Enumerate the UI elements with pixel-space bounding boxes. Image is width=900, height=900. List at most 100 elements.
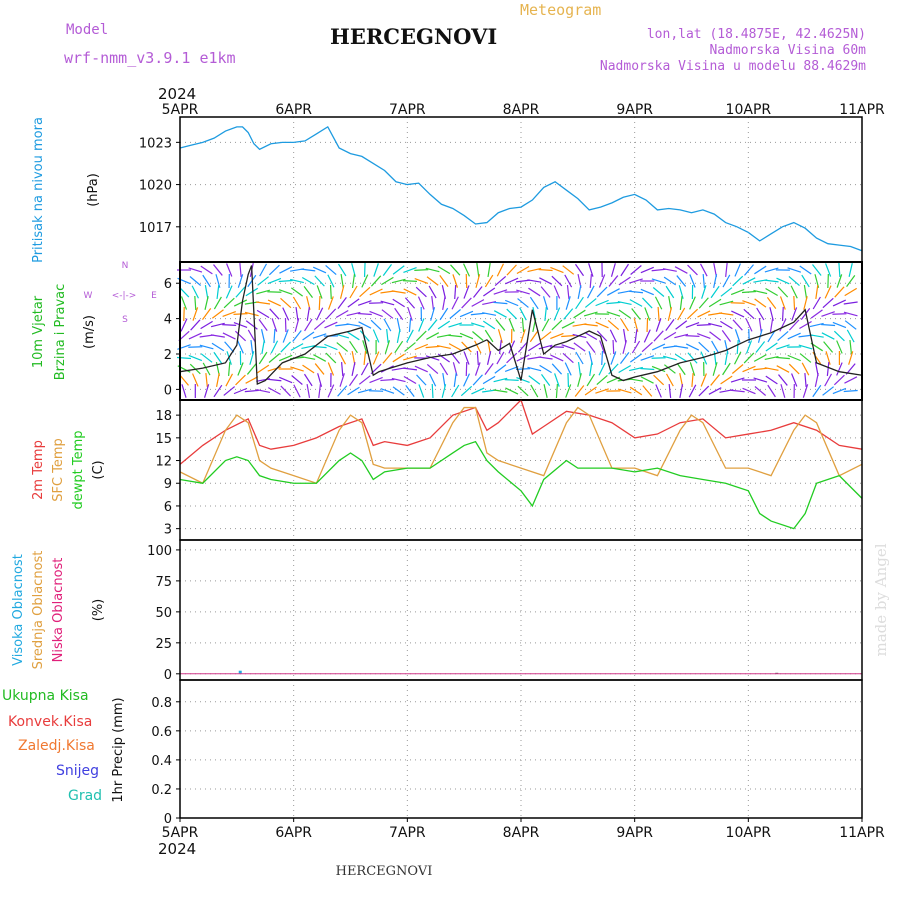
temp-unit: (C) bbox=[91, 460, 106, 479]
wind-arrow bbox=[213, 351, 223, 365]
wind-arrow bbox=[596, 330, 608, 342]
wind-arrow bbox=[493, 289, 508, 295]
wind-arrow bbox=[247, 329, 256, 343]
wind-arrow bbox=[642, 385, 653, 397]
wind-arrow bbox=[657, 306, 660, 322]
series-line bbox=[179, 398, 863, 465]
wind-arrow bbox=[194, 295, 197, 311]
wind-arrow bbox=[369, 376, 383, 384]
wind-arrow bbox=[453, 372, 457, 388]
wind-arrow bbox=[544, 306, 547, 322]
legend-snijeg: Snijeg bbox=[56, 763, 99, 779]
wind-arrow bbox=[712, 362, 718, 376]
wind-arrow bbox=[293, 384, 301, 398]
wind-arrow bbox=[708, 387, 722, 395]
model-label: Model bbox=[66, 22, 108, 38]
y-tick-label: 0 bbox=[164, 668, 172, 683]
wind-arrow bbox=[584, 298, 597, 308]
wind-arrow bbox=[654, 296, 663, 310]
wind-arrow bbox=[814, 373, 819, 387]
wind-arrow bbox=[303, 286, 313, 298]
wind-arrow bbox=[849, 339, 853, 355]
wind-arrow bbox=[408, 317, 412, 333]
wind-arrow bbox=[753, 289, 768, 295]
wind-arrow bbox=[428, 285, 437, 299]
wind-arrow bbox=[530, 384, 539, 398]
y-tick-label: 12 bbox=[155, 455, 172, 470]
compass-n: N bbox=[122, 261, 129, 271]
wind-arrow bbox=[836, 274, 843, 288]
wind-arrow bbox=[246, 363, 257, 375]
wind-arrow bbox=[505, 387, 519, 395]
series-line bbox=[179, 125, 863, 252]
wind-arrow bbox=[838, 262, 841, 278]
wind-arrow bbox=[696, 324, 711, 326]
wind-arrow bbox=[261, 340, 265, 354]
model-name: wrf-nmm_v3.9.1 e1km bbox=[64, 49, 236, 67]
wind-arrow bbox=[720, 287, 733, 297]
wind-arrow bbox=[788, 319, 800, 331]
wind-arrow bbox=[745, 340, 753, 354]
wind-arrow bbox=[574, 263, 585, 277]
top-date-tick: 7APR bbox=[389, 102, 426, 118]
wind-arrow bbox=[698, 385, 710, 397]
wind-arrow bbox=[204, 296, 209, 310]
lonlat-label: lon,lat (18.4875E, 42.4625N) bbox=[647, 27, 866, 42]
y-tick-label: 18 bbox=[155, 409, 172, 424]
wind-arrow bbox=[711, 340, 720, 354]
wind-arrow bbox=[237, 362, 244, 376]
wind-arrow bbox=[540, 286, 551, 298]
legend-ukupna: Ukupna Kisa bbox=[2, 688, 89, 704]
bottom-date-ticks: 5APR 6APR 7APR 8APR 9APR 10APR 11APR bbox=[162, 818, 885, 841]
y-tick-label: 1020 bbox=[139, 179, 172, 194]
y-tick-label: 3 bbox=[164, 523, 172, 538]
wind-arrow bbox=[202, 274, 211, 288]
wind-arrow bbox=[528, 287, 541, 297]
wind-arrow bbox=[606, 301, 621, 305]
wind-arrow bbox=[290, 278, 304, 284]
wind-arrow bbox=[754, 386, 767, 396]
wind-arrow bbox=[776, 344, 790, 350]
wind-arrow bbox=[699, 263, 708, 277]
series-line bbox=[179, 406, 863, 485]
compass-s: S bbox=[122, 315, 128, 325]
y-tick-label: 0.2 bbox=[151, 783, 172, 798]
wind-arrow bbox=[730, 288, 745, 296]
wind-arrow bbox=[402, 280, 418, 282]
top-date-tick: 11APR bbox=[839, 102, 885, 118]
wind-arrow bbox=[280, 341, 291, 353]
wind-arrow bbox=[486, 351, 492, 365]
bottom-date-tick: 11APR bbox=[839, 825, 885, 841]
wind-arrow bbox=[588, 263, 594, 277]
wind-arrow bbox=[301, 268, 316, 272]
wind-arrow bbox=[278, 289, 293, 295]
wind-label-2: Brzina i Pravac bbox=[53, 284, 68, 381]
wind-arrow bbox=[767, 384, 776, 398]
wind-arrow bbox=[529, 329, 539, 343]
wind-arrow bbox=[607, 319, 620, 331]
series-line bbox=[179, 265, 863, 386]
wind-arrow bbox=[462, 263, 471, 277]
wind-arrow bbox=[482, 312, 497, 316]
wind-arrow bbox=[640, 376, 654, 384]
wind-arrow bbox=[836, 362, 843, 376]
wind-arrow bbox=[292, 330, 302, 342]
wind-arrow bbox=[382, 263, 392, 277]
wind-arrow bbox=[843, 389, 858, 393]
compass-rose: N W <-|-> E S bbox=[84, 261, 158, 325]
wind-arrow bbox=[640, 367, 655, 371]
wind-arrow bbox=[519, 307, 527, 321]
top-year-label: 2024 bbox=[158, 85, 196, 103]
wind-arrow bbox=[577, 285, 582, 299]
wind-arrow bbox=[504, 299, 519, 307]
bottom-date-tick: 7APR bbox=[389, 825, 426, 841]
wind-arrow bbox=[425, 355, 440, 361]
wind-arrow bbox=[493, 301, 508, 305]
elevation-label: Nadmorska Visina 60m bbox=[709, 43, 866, 58]
wind-arrow bbox=[406, 329, 414, 343]
wind-arrow bbox=[506, 308, 518, 320]
wind-arrow bbox=[461, 341, 472, 353]
wind-arrow bbox=[325, 264, 337, 276]
wind-arrow bbox=[710, 374, 720, 386]
wind-arrow bbox=[764, 279, 779, 283]
